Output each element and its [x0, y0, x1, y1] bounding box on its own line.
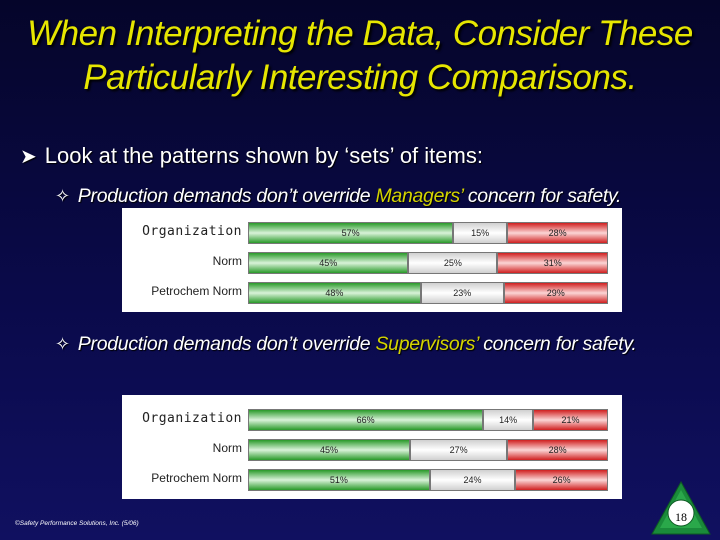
title-line-1: When Interpreting the Data, Consider The…: [27, 14, 693, 53]
bar-segment: 26%: [515, 469, 608, 491]
company-logo-icon: [651, 480, 711, 535]
bar-segment: 23%: [420, 282, 504, 304]
chart-row: Organization 57% 15% 28%: [122, 222, 622, 246]
stacked-bar: 45% 27% 28%: [248, 439, 608, 461]
category-label: Organization: [142, 411, 242, 426]
stacked-bar: 57% 15% 28%: [248, 222, 608, 244]
star-bullet-icon: ✧: [55, 334, 70, 354]
main-bullet: ➤ Look at the patterns shown by ‘sets’ of…: [20, 143, 483, 169]
chart-row: Organization 66% 14% 21%: [122, 409, 622, 433]
category-label: Norm: [212, 254, 242, 268]
bar-segment: 31%: [497, 252, 608, 274]
sub2-pre: Production demands don’t override: [77, 333, 376, 355]
chart-row: Norm 45% 27% 28%: [122, 439, 622, 463]
bar-segment: 21%: [533, 409, 608, 431]
sub1-post: concern for safety.: [462, 185, 622, 207]
bar-segment: 28%: [507, 439, 608, 461]
bar-segment: 48%: [248, 282, 421, 304]
stacked-bar: 66% 14% 21%: [248, 409, 608, 431]
bar-segment: 45%: [248, 439, 410, 461]
chart-row: Norm 45% 25% 31%: [122, 252, 622, 276]
category-label: Organization: [142, 224, 242, 239]
bar-segment: 14%: [483, 409, 534, 431]
bar-segment: 57%: [248, 222, 454, 244]
supervisors-chart: Organization 66% 14% 21% Norm 45% 27% 28% Petroc…: [122, 395, 622, 499]
star-bullet-icon: ✧: [55, 186, 70, 206]
sub2-highlight: Supervisors’: [375, 333, 479, 355]
sub2-post: concern for safety.: [478, 333, 637, 355]
sub-bullet-supervisors: ✧ Production demands don’t override Super…: [55, 333, 637, 356]
bar-segment: 25%: [408, 252, 498, 274]
chart-row: Petrochem Norm 48% 23% 29%: [122, 282, 622, 306]
page-number: 18: [675, 510, 687, 524]
category-label: Petrochem Norm: [151, 471, 242, 485]
bar-segment: 28%: [507, 222, 608, 244]
bar-segment: 15%: [453, 222, 508, 244]
copyright-footer: ©Safety Performance Solutions, Inc. (5/0…: [15, 520, 139, 527]
bar-segment: 66%: [248, 409, 484, 431]
slide-title: When Interpreting the Data, Consider The…: [0, 12, 720, 100]
bar-segment: 51%: [248, 469, 430, 491]
bar-segment: 45%: [248, 252, 409, 274]
title-line-2: Particularly Interesting Comparisons.: [83, 58, 637, 97]
sub-bullet-managers: ✧ Production demands don’t override Manag…: [55, 185, 621, 208]
bar-segment: 27%: [410, 439, 508, 461]
chart-row: Petrochem Norm 51% 24% 26%: [122, 469, 622, 493]
sub1-highlight: Managers’: [375, 185, 463, 207]
stacked-bar: 51% 24% 26%: [248, 469, 608, 491]
bar-segment: 24%: [429, 469, 516, 491]
arrow-bullet-icon: ➤: [20, 146, 37, 168]
main-bullet-text: Look at the patterns shown by ‘sets’ of …: [44, 143, 483, 168]
category-label: Norm: [212, 441, 242, 455]
category-label: Petrochem Norm: [151, 284, 242, 298]
managers-chart: Organization 57% 15% 28% Norm 45% 25% 31% Petroc…: [122, 208, 622, 312]
stacked-bar: 45% 25% 31%: [248, 252, 608, 274]
sub1-pre: Production demands don’t override: [77, 185, 376, 207]
bar-segment: 29%: [503, 282, 608, 304]
stacked-bar: 48% 23% 29%: [248, 282, 608, 304]
